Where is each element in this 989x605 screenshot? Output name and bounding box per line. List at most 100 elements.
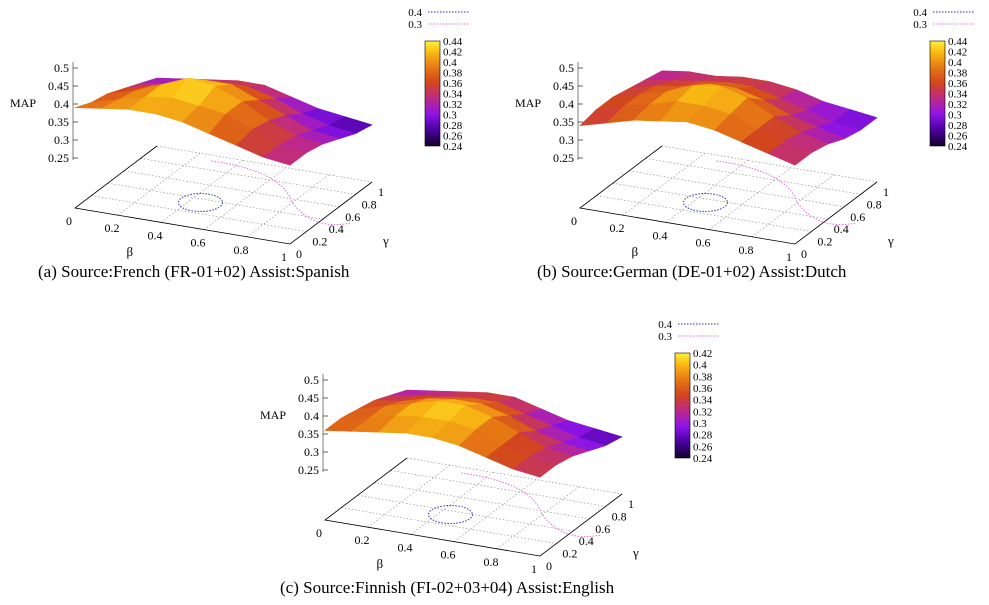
colorbar: 0.440.420.40.380.360.340.320.30.280.260.… <box>424 36 463 153</box>
gamma-tick-label: 1 <box>883 185 889 199</box>
colorbar-tick-label: 0.38 <box>693 371 713 383</box>
grid-line-beta <box>203 167 287 230</box>
beta-tick-label: 0.4 <box>653 228 668 242</box>
colorbar-tick-label: 0.34 <box>693 395 713 407</box>
colorbar-rect <box>929 40 946 147</box>
colorbar-tick-label: 0.26 <box>443 131 463 143</box>
colorbar-tick-label: 0.32 <box>443 99 462 111</box>
legend-label: 0.4 <box>658 319 672 331</box>
colorbar: 0.440.420.40.380.360.340.320.30.280.260.… <box>929 36 968 153</box>
colorbar-tick-label: 0.36 <box>443 78 463 90</box>
contour-0.4 <box>427 505 473 524</box>
colorbar-tick-label: 0.24 <box>948 141 968 153</box>
beta-tick-label: 0.6 <box>191 236 206 250</box>
contour-0.3 <box>461 472 602 538</box>
beta-tick-label: 0.6 <box>441 548 456 562</box>
grid-line-beta <box>453 479 537 542</box>
grid-line-gamma <box>124 170 340 208</box>
caption-b: (b) Source:German (DE-01+02) Assist:Dutc… <box>537 262 847 281</box>
contour-0.4 <box>682 193 728 212</box>
chart-panel-c: 0.5 0.45 0.4 0.35 0.3 0.25 MAP 0 0.2 0.4 0.6 0.8 1 β 0… <box>250 312 720 602</box>
floor-contours <box>682 160 857 226</box>
z-tick-label: 0.4 <box>54 97 69 111</box>
beta-tick-label: 0.8 <box>484 555 499 569</box>
beta-tick-label: 1 <box>786 250 792 264</box>
grid-line-beta <box>665 160 749 223</box>
colorbar-tick-label: 0.42 <box>443 47 462 59</box>
z-tick-label: 0.45 <box>553 79 574 93</box>
contour-0.3 <box>716 160 857 226</box>
legend-label: 0.3 <box>658 331 672 343</box>
floor-contours <box>427 472 602 538</box>
grid-line-beta <box>751 174 835 238</box>
z-tick-label: 0.3 <box>304 445 319 459</box>
gamma-tick-label: 0 <box>296 247 302 261</box>
grid-line-gamma <box>596 195 812 232</box>
colorbar-rect <box>424 40 441 147</box>
grid-line-gamma <box>107 182 323 220</box>
beta-tick-label: 1 <box>531 562 537 576</box>
gamma-tick-label: 1 <box>378 185 384 199</box>
z-tick-label: 0.5 <box>559 61 574 75</box>
z-tick-label: 0.4 <box>559 97 574 111</box>
colorbar-tick-label: 0.28 <box>443 120 463 132</box>
legend-label: 0.3 <box>913 19 927 31</box>
colorbar-tick-label: 0.26 <box>693 441 713 453</box>
beta-tick-label: 0.2 <box>355 533 370 547</box>
beta-tick-label: 0.4 <box>148 228 163 242</box>
colorbar-tick-label: 0.4 <box>948 57 962 69</box>
colorbar-tick-label: 0.34 <box>443 89 463 101</box>
beta-tick-label: 0 <box>571 214 577 228</box>
grid-line-gamma <box>406 457 623 495</box>
z-tick-label: 0.25 <box>298 463 319 477</box>
beta-axis-label: β <box>632 244 639 259</box>
chart-panel-a: 0.5 0.45 0.4 0.35 0.3 0.25 MAP 0 0.2 0.4 0.6 0.8 1 β 0… <box>0 0 470 285</box>
grid-line-gamma <box>156 145 373 183</box>
colorbar-tick-label: 0.3 <box>948 110 962 122</box>
beta-tick-label: 0.4 <box>398 540 413 554</box>
gamma-tick-label: 0.6 <box>595 522 610 536</box>
caption-c: (c) Source:Finnish (FI-02+03+04) Assist:… <box>280 578 615 597</box>
floor-contours <box>177 160 352 226</box>
z-tick-label: 0.35 <box>553 115 574 129</box>
surface <box>579 70 878 166</box>
gamma-tick-label: 0 <box>546 559 552 573</box>
gamma-tick-label: 0.8 <box>612 509 627 523</box>
grid-line-gamma <box>645 158 861 195</box>
beta-tick-label: 0 <box>66 214 72 228</box>
gamma-tick-label: 0.4 <box>579 534 594 548</box>
floor-axes <box>579 145 878 245</box>
gamma-tick-label: 0.2 <box>562 547 577 561</box>
legend-label: 0.4 <box>913 7 927 19</box>
grid-line-gamma <box>357 494 573 532</box>
contour-legend: 0.40.3 <box>913 7 975 31</box>
gamma-tick-label: 0.8 <box>867 197 882 211</box>
gamma-tick-label: 0.2 <box>312 235 327 249</box>
grid-line-gamma <box>374 482 590 520</box>
z-tick-label: 0.25 <box>553 151 574 165</box>
floor-grid <box>579 145 878 245</box>
colorbar-tick-label: 0.38 <box>948 68 968 80</box>
surface <box>74 77 373 166</box>
colorbar-tick-label: 0.3 <box>443 110 457 122</box>
gamma-tick-label: 0.8 <box>362 197 377 211</box>
surface-patch <box>512 456 558 478</box>
grid-line-gamma <box>140 158 356 195</box>
colorbar-tick-label: 0.32 <box>693 406 712 418</box>
z-tick-label: 0.45 <box>48 79 69 93</box>
grid-line-beta <box>622 152 706 216</box>
grid-line-gamma <box>661 145 878 183</box>
beta-tick-label: 1 <box>281 250 287 264</box>
grid-line-gamma <box>390 470 606 507</box>
grid-line-gamma <box>612 182 828 220</box>
caption-a: (a) Source:French (FR-01+02) Assist:Span… <box>38 262 350 281</box>
z-axis-label: MAP <box>515 96 541 110</box>
colorbar-tick-label: 0.28 <box>693 430 713 442</box>
grid-line-beta <box>117 152 201 216</box>
z-tick-label: 0.4 <box>304 409 319 423</box>
grid-line-beta <box>160 160 244 223</box>
z-tick-label: 0.35 <box>298 427 319 441</box>
z-axis-label: MAP <box>10 96 36 110</box>
colorbar-tick-label: 0.34 <box>948 89 968 101</box>
